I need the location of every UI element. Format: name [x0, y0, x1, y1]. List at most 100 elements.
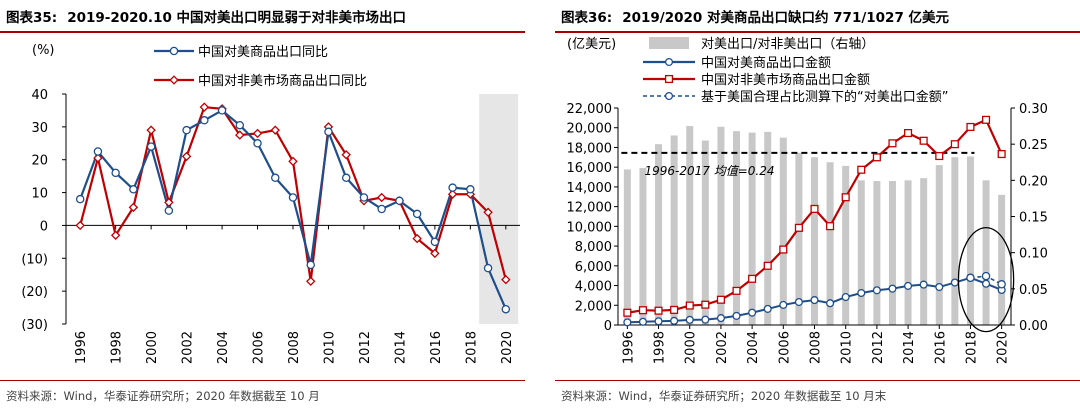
nonus-amount-marker [623, 308, 632, 317]
figure-36-label: 图表36: [561, 10, 613, 26]
y-tick-label: 16,000 [567, 161, 613, 176]
x-tick-label: 2002 [715, 331, 730, 364]
nonus-yoy-marker [306, 276, 316, 287]
us-amount-marker [748, 308, 757, 317]
us-amount-marker [716, 314, 725, 323]
us-yoy-marker [324, 127, 333, 137]
nonus-amount-marker [763, 261, 772, 270]
y2-tick-label: 0.05 [1019, 283, 1048, 298]
ratio-bar [982, 180, 990, 325]
nonus-yoy-marker [447, 189, 458, 199]
legend-us-label: 中国对美商品出口同比 [198, 45, 328, 60]
legend-nonus-label: 中国对非美市场商品出口同比 [198, 73, 367, 89]
nonus-amount-marker [779, 245, 788, 254]
nonus-yoy-marker [75, 220, 85, 231]
source-rule [0, 380, 525, 381]
y-tick-label: 6,000 [575, 260, 612, 275]
us-amount-marker [670, 316, 679, 325]
nonus-amount-marker [966, 122, 975, 131]
ratio-bar [779, 137, 787, 325]
average-annotation: 1996-2017 均值=0.24 [645, 164, 775, 178]
y-tick-label: (20) [21, 285, 48, 300]
us-yoy-marker [359, 193, 369, 202]
nonus-amount-marker [826, 222, 835, 231]
nonus-yoy-marker [483, 207, 493, 218]
legend-estimated-label: 基于美国合理占比测算下的“对美出口金额” [701, 89, 948, 105]
highlight-ellipse [957, 226, 1015, 333]
estimated-amount-marker [981, 271, 991, 281]
nonus-amount-marker [685, 301, 694, 310]
us-amount-marker [685, 315, 694, 324]
us-amount-marker [872, 286, 881, 295]
x-tick-label: 2016 [429, 331, 444, 364]
y2-tick-label: 0.30 [1019, 102, 1048, 117]
nonus-amount-marker [935, 151, 944, 161]
nonus-yoy-marker [376, 192, 387, 203]
y2-tick-label: 0.10 [1019, 247, 1048, 262]
us-yoy-marker [483, 263, 493, 273]
x-tick-label: 2012 [871, 331, 886, 364]
y-tick-label: 14,000 [567, 181, 613, 196]
y-tick-label: 2,000 [575, 299, 612, 314]
nonus-amount-marker [638, 306, 648, 315]
legend-bar-label: 对美出口/对非美出口（右轴） [701, 37, 874, 52]
ratio-bar [717, 126, 725, 325]
us-amount-marker [888, 284, 897, 293]
nonus-yoy-marker [128, 202, 139, 213]
nonus-yoy-marker [235, 130, 245, 140]
x-tick-label: 2004 [216, 331, 231, 364]
y-tick-label: 40 [31, 88, 48, 103]
nonus-amount-marker [716, 295, 725, 304]
y2-tick-label: 0.15 [1019, 211, 1048, 226]
ratio-bar [904, 180, 912, 325]
legend-us-marker [664, 57, 674, 67]
nonus-amount-marker [950, 140, 959, 149]
us-yoy-marker [430, 237, 440, 247]
nonus-amount-marker [857, 165, 866, 174]
us-yoy-marker [93, 147, 103, 156]
ratio-bar [966, 156, 974, 325]
us-yoy-marker [501, 304, 511, 314]
panel-figure-35: 图表35: 2019-2020.10 中国对美出口明显弱于对非美市场出口 (30)… [0, 0, 525, 408]
estimated-amount-marker [997, 280, 1006, 289]
us-yoy-marker [306, 260, 315, 270]
y-tick-label: 8,000 [575, 240, 612, 255]
us-yoy-line [79, 109, 507, 310]
estimated-amount-marker [966, 273, 975, 283]
x-tick-label: 2004 [746, 331, 761, 364]
y-tick-label: 20,000 [567, 122, 613, 137]
us-yoy-marker [341, 173, 351, 183]
ratio-bar [888, 181, 896, 325]
nonus-amount-marker [794, 223, 803, 232]
us-yoy-marker [288, 193, 298, 202]
us-yoy-marker [448, 183, 457, 192]
nonus-amount-marker [841, 193, 850, 202]
x-tick-label: 2014 [902, 331, 917, 364]
x-tick-label: 2020 [500, 331, 515, 364]
us-amount-marker [623, 318, 632, 327]
ratio-bar [873, 181, 881, 325]
x-tick-label: 2016 [933, 331, 948, 364]
nonus-yoy-marker [288, 156, 298, 167]
x-tick-label: 2006 [777, 331, 792, 364]
us-yoy-marker [395, 196, 404, 206]
legend-nonus-label: 中国对非美市场商品出口金额 [701, 72, 870, 88]
y-tick-label: 20 [31, 154, 48, 169]
us-yoy-marker [377, 204, 386, 214]
us-yoy-marker [466, 185, 475, 194]
us-yoy-marker [129, 185, 138, 194]
x-tick-label: 1998 [653, 331, 668, 364]
us-amount-marker [654, 317, 663, 326]
nonus-yoy-marker [93, 153, 103, 163]
y-axis-unit: (亿美元) [567, 37, 616, 52]
nonus-yoy-marker [270, 125, 280, 135]
nonus-yoy-marker [199, 102, 210, 112]
us-amount-marker [857, 288, 866, 298]
nonus-yoy-marker [110, 230, 121, 241]
ratio-bar [951, 157, 959, 325]
us-amount-marker [981, 279, 991, 288]
yoy-growth-chart: (30) (20) (10) 0 10 20 30 40 (%) 1996 1998 2000 2002… [21, 43, 520, 364]
nonus-amount-marker [904, 129, 913, 138]
ratio-bar [670, 135, 678, 325]
title-rule [0, 31, 525, 33]
